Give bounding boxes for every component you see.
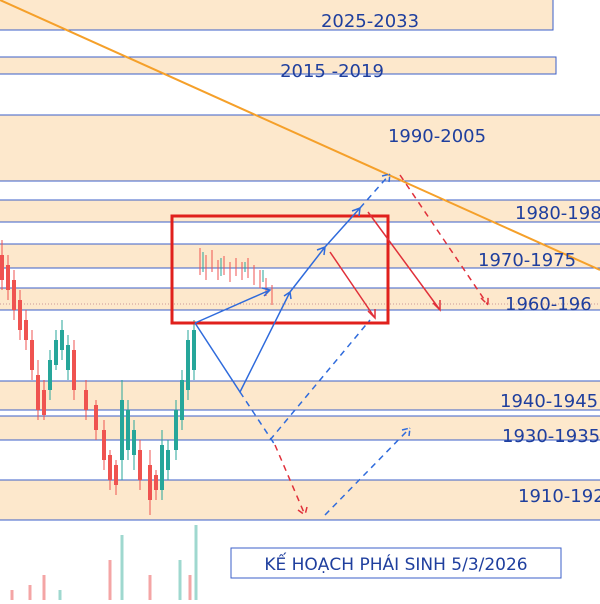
candle-body: [114, 465, 118, 485]
candle-body: [72, 350, 76, 390]
candle-body: [132, 430, 136, 455]
candle-body: [54, 340, 58, 365]
zones: [0, 0, 600, 521]
candle-body: [174, 410, 178, 450]
zone: [0, 415, 600, 441]
candle-body: [160, 445, 164, 490]
trend-line: [0, 0, 600, 271]
candle-body: [192, 330, 196, 370]
shape: [58, 525, 198, 600]
candle-body: [84, 390, 88, 410]
caption: KẾ HOẠCH PHÁI SINH 5/3/2026: [264, 551, 527, 575]
candle-body: [36, 375, 40, 410]
zone-label: 1960-196: [505, 294, 592, 315]
zone-label: 2015 -2019: [280, 61, 384, 82]
candle-body: [148, 465, 152, 500]
candle-body: [0, 255, 4, 280]
candle-body: [18, 300, 22, 330]
wick: [1, 240, 157, 515]
candle-body: [166, 450, 170, 470]
zone: [0, 199, 600, 223]
candle-body: [102, 430, 106, 460]
candle-body: [126, 410, 130, 450]
candles: [0, 240, 273, 515]
wick: [202, 252, 264, 282]
candle-body: [12, 280, 16, 310]
arrows: [194, 173, 489, 517]
zone-label: 1910-192: [518, 486, 600, 507]
zone-label: 2025-2033: [321, 11, 419, 32]
shape: [329, 211, 441, 320]
candle-body: [94, 405, 98, 430]
candle-body: [138, 450, 142, 480]
zone-labels: 2025-2033 2015 -2019 1990-2005 1980-198 …: [280, 11, 600, 507]
zone-label: 1970-1975: [478, 250, 576, 271]
candle-body: [108, 455, 112, 480]
shape: [10, 560, 192, 600]
candle-body: [120, 400, 124, 460]
zone: [0, 0, 554, 31]
candle-body: [6, 265, 10, 290]
candle-body: [154, 475, 158, 490]
zone: [0, 56, 557, 75]
zone-label: 1990-2005: [388, 126, 486, 147]
caption-box: [230, 547, 562, 579]
shape: [274, 174, 489, 517]
candle-body: [48, 360, 52, 390]
wick: [199, 248, 273, 305]
candle-body: [30, 340, 34, 370]
candle-body: [66, 345, 70, 370]
zone: [0, 114, 600, 182]
zone: [0, 243, 600, 269]
volume: [10, 525, 198, 600]
zone-label: 1930-1935: [502, 426, 600, 447]
zone-label: 1940-1945: [500, 391, 598, 412]
shape: [239, 173, 411, 516]
highlight-box: [170, 214, 390, 325]
zone-label: 1980-198: [515, 203, 600, 224]
candle-body: [24, 320, 28, 340]
candle-body: [180, 380, 184, 420]
candle-body: [60, 330, 64, 350]
zone: [0, 479, 600, 521]
candle-body: [186, 340, 190, 390]
candle-body: [42, 390, 46, 415]
